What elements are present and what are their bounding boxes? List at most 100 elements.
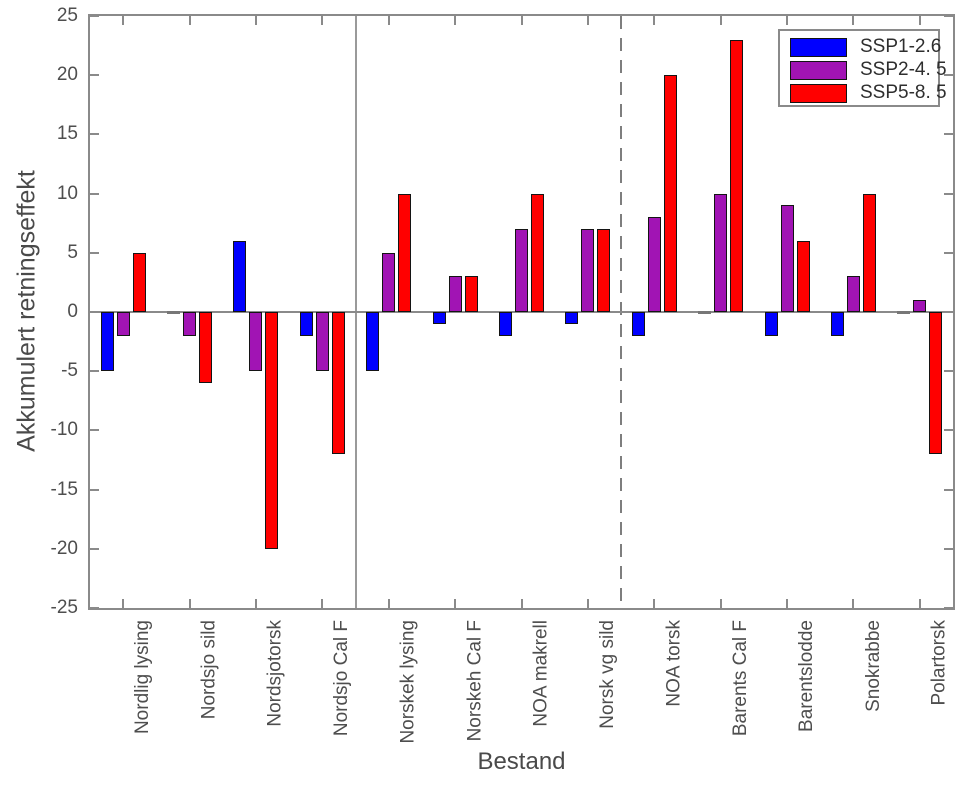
bar [332, 312, 345, 455]
x-tick-mark-top [786, 16, 789, 25]
x-tick-mark-top [586, 16, 589, 25]
x-tick-mark-top [387, 16, 390, 25]
bar [847, 276, 860, 312]
x-tick-label: Polartorsk [928, 620, 950, 706]
y-tick-mark-left [90, 607, 99, 609]
x-tick-mark-bottom [387, 599, 390, 608]
y-tick-label: 20 [56, 64, 78, 86]
legend-swatch [790, 37, 847, 57]
bar [300, 312, 313, 336]
y-tick-mark-left [90, 15, 99, 17]
x-tick-mark-bottom [586, 599, 589, 608]
y-tick-mark-right [944, 547, 953, 550]
bar [831, 312, 844, 336]
y-tick-mark-left [90, 251, 99, 254]
bar [515, 229, 528, 312]
x-tick-mark-bottom [122, 599, 125, 608]
y-tick-mark-right [944, 370, 953, 373]
legend-label: SSP5-8. 5 [860, 82, 947, 103]
bar [597, 229, 610, 312]
y-tick-mark-right [944, 607, 953, 609]
x-tick-mark-bottom [786, 599, 789, 608]
y-tick-label: -15 [50, 478, 78, 500]
x-axis-title: Bestand [477, 748, 566, 775]
y-tick-label: 10 [56, 182, 78, 204]
x-tick-mark-bottom [254, 599, 257, 608]
bar [382, 252, 395, 312]
x-tick-mark-bottom [852, 599, 855, 608]
x-tick-mark-top [254, 16, 257, 25]
x-tick-mark-bottom [918, 599, 921, 608]
bar [797, 240, 810, 312]
bar [199, 312, 212, 384]
x-tick-mark-top [321, 16, 324, 25]
y-tick-mark-left [90, 370, 99, 373]
y-tick-mark-left [90, 133, 99, 136]
bar [648, 217, 661, 312]
y-tick-mark-right [944, 15, 953, 17]
x-tick-mark-top [188, 16, 191, 25]
y-tick-mark-left [90, 488, 99, 491]
x-tick-mark-top [520, 16, 523, 25]
y-tick-label: -25 [50, 597, 78, 618]
bar [714, 193, 727, 312]
y-tick-label: 0 [67, 301, 78, 322]
legend-entry: SSP5-8. 5 [790, 82, 947, 104]
bar [929, 312, 942, 455]
x-tick-mark-bottom [454, 599, 457, 608]
bar [133, 252, 146, 312]
bar [581, 229, 594, 312]
bar-zero [897, 310, 910, 314]
x-tick-label: Norsk vg sild [596, 620, 618, 729]
bar [531, 193, 544, 312]
x-tick-label: Nordsjo sild [198, 620, 220, 720]
bar [765, 312, 778, 336]
bar [730, 39, 743, 312]
x-tick-label: Norskek lysing [397, 620, 419, 744]
x-tick-mark-bottom [321, 599, 324, 608]
bar [183, 312, 196, 336]
bar-zero [698, 310, 711, 314]
bar [913, 300, 926, 312]
y-tick-mark-left [90, 192, 99, 195]
x-tick-label: NOA makrell [530, 620, 552, 727]
bar [249, 312, 262, 372]
y-tick-label: -5 [61, 360, 78, 382]
bar [664, 75, 677, 312]
zero-baseline [90, 311, 953, 313]
y-tick-mark-left [90, 547, 99, 550]
x-tick-mark-bottom [653, 599, 656, 608]
y-tick-label: -10 [50, 419, 78, 441]
bar [433, 312, 446, 324]
y-tick-mark-left [90, 74, 99, 77]
legend-swatch [790, 60, 847, 80]
bar [449, 276, 462, 312]
x-tick-label: Nordlig lysing [132, 620, 154, 735]
bar [233, 240, 246, 312]
x-tick-mark-bottom [719, 599, 722, 608]
x-tick-mark-bottom [520, 599, 523, 608]
legend: SSP1-2.6 SSP2-4. 5 SSP5-8. 5 [778, 29, 947, 107]
x-tick-mark-top [918, 16, 921, 25]
legend-swatch [790, 83, 847, 103]
x-tick-mark-top [122, 16, 125, 25]
x-tick-label: Barentslodde [796, 620, 818, 732]
bar [781, 205, 794, 312]
bar [366, 312, 379, 372]
y-tick-mark-left [90, 311, 99, 313]
x-tick-mark-top [653, 16, 656, 25]
legend-entry: SSP1-2.6 [790, 36, 941, 58]
x-tick-mark-top [852, 16, 855, 25]
x-tick-label: Nordsjotorsk [264, 620, 286, 727]
plot-area [88, 14, 955, 610]
bar [565, 312, 578, 324]
y-tick-label: 5 [67, 241, 78, 263]
y-tick-mark-right [944, 311, 953, 313]
bar [117, 312, 130, 336]
x-tick-mark-top [454, 16, 457, 25]
x-tick-label: Barents Cal F [729, 620, 751, 737]
y-tick-mark-right [944, 429, 953, 432]
bar [465, 276, 478, 312]
x-tick-label: Nordsjo Cal F [331, 620, 353, 737]
